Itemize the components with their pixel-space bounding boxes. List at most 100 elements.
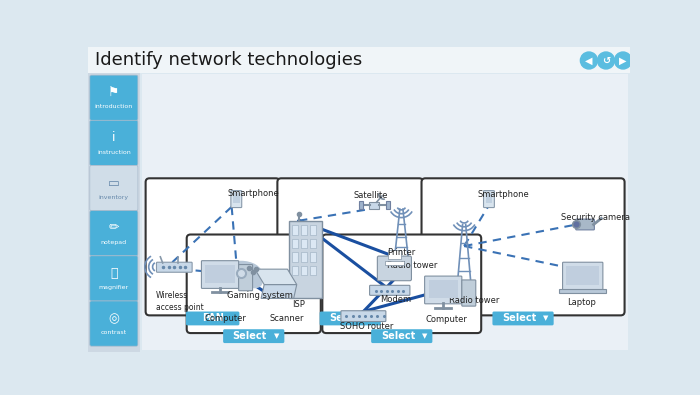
Text: ▼: ▼ (543, 316, 549, 322)
FancyBboxPatch shape (146, 178, 280, 315)
FancyBboxPatch shape (202, 261, 239, 288)
Text: Radio tower: Radio tower (387, 261, 438, 271)
FancyBboxPatch shape (425, 276, 462, 304)
Text: Radio tower: Radio tower (449, 296, 499, 305)
FancyBboxPatch shape (205, 265, 235, 283)
Text: Computer: Computer (204, 314, 246, 323)
FancyBboxPatch shape (492, 312, 554, 325)
Polygon shape (255, 269, 297, 284)
FancyBboxPatch shape (187, 235, 321, 333)
FancyBboxPatch shape (421, 178, 624, 315)
Circle shape (573, 221, 580, 228)
Text: introduction: introduction (94, 104, 133, 109)
FancyBboxPatch shape (386, 201, 390, 209)
FancyBboxPatch shape (90, 301, 138, 346)
FancyBboxPatch shape (292, 239, 298, 248)
Text: PAN: PAN (202, 314, 223, 324)
Polygon shape (261, 284, 297, 298)
FancyBboxPatch shape (309, 252, 316, 261)
FancyBboxPatch shape (309, 266, 316, 275)
FancyBboxPatch shape (301, 239, 307, 248)
Text: magnifier: magnifier (99, 285, 129, 290)
Text: Smartphone: Smartphone (477, 190, 529, 199)
Ellipse shape (220, 277, 234, 288)
Circle shape (598, 52, 615, 69)
FancyBboxPatch shape (186, 312, 239, 325)
FancyBboxPatch shape (88, 73, 140, 352)
FancyBboxPatch shape (377, 256, 412, 281)
FancyBboxPatch shape (157, 262, 192, 272)
Text: ⚑: ⚑ (108, 86, 120, 99)
Text: ↺: ↺ (602, 55, 610, 66)
Text: Modem: Modem (381, 295, 412, 304)
Text: Satellite: Satellite (353, 192, 388, 200)
FancyBboxPatch shape (385, 261, 404, 265)
Text: Security camera: Security camera (561, 213, 630, 222)
FancyBboxPatch shape (484, 191, 494, 207)
FancyBboxPatch shape (289, 221, 321, 298)
Text: inventory: inventory (99, 195, 129, 200)
Text: ⌕: ⌕ (110, 267, 118, 280)
Text: ◎: ◎ (108, 312, 119, 325)
Text: Gaming system: Gaming system (227, 292, 293, 301)
FancyBboxPatch shape (358, 201, 363, 209)
Text: Select: Select (329, 314, 363, 324)
FancyBboxPatch shape (389, 250, 400, 259)
FancyBboxPatch shape (233, 193, 239, 203)
FancyBboxPatch shape (341, 311, 386, 322)
Text: Wireless
access point: Wireless access point (155, 292, 204, 312)
FancyBboxPatch shape (90, 256, 138, 301)
FancyBboxPatch shape (428, 280, 458, 298)
Text: ▼: ▼ (422, 333, 427, 339)
FancyBboxPatch shape (309, 239, 316, 248)
FancyBboxPatch shape (309, 225, 316, 235)
FancyBboxPatch shape (88, 47, 630, 73)
FancyBboxPatch shape (90, 211, 138, 256)
Text: Smartphone: Smartphone (227, 189, 279, 198)
Ellipse shape (220, 261, 262, 288)
FancyBboxPatch shape (90, 166, 138, 211)
FancyBboxPatch shape (322, 235, 481, 333)
FancyBboxPatch shape (370, 285, 410, 295)
FancyBboxPatch shape (239, 265, 253, 291)
Ellipse shape (248, 277, 262, 288)
FancyBboxPatch shape (277, 178, 423, 315)
FancyBboxPatch shape (90, 75, 138, 120)
Text: Laptop: Laptop (567, 298, 596, 307)
FancyBboxPatch shape (141, 74, 629, 350)
Text: Select: Select (502, 314, 536, 324)
FancyBboxPatch shape (292, 225, 298, 235)
FancyBboxPatch shape (292, 266, 298, 275)
FancyBboxPatch shape (486, 193, 492, 203)
FancyBboxPatch shape (566, 266, 599, 284)
FancyBboxPatch shape (301, 252, 307, 261)
Text: ISP: ISP (292, 300, 304, 309)
Text: Printer: Printer (386, 248, 415, 258)
FancyBboxPatch shape (223, 329, 284, 343)
Text: ▼: ▼ (370, 316, 376, 322)
Text: ✏: ✏ (108, 222, 119, 235)
Text: contrast: contrast (101, 330, 127, 335)
Text: Select: Select (381, 331, 415, 341)
Circle shape (615, 52, 631, 69)
Text: ◀: ◀ (585, 55, 593, 66)
FancyBboxPatch shape (320, 312, 381, 325)
Circle shape (574, 222, 579, 227)
Circle shape (580, 52, 597, 69)
FancyBboxPatch shape (292, 252, 298, 261)
Text: notepad: notepad (101, 240, 127, 245)
FancyBboxPatch shape (563, 262, 603, 290)
Text: i: i (112, 131, 116, 144)
Text: Select: Select (232, 331, 267, 341)
Text: Identify network technologies: Identify network technologies (95, 51, 363, 69)
FancyBboxPatch shape (575, 219, 594, 230)
Text: Scanner: Scanner (270, 314, 304, 323)
Text: Computer: Computer (426, 315, 468, 324)
FancyBboxPatch shape (231, 191, 241, 207)
FancyBboxPatch shape (369, 202, 379, 209)
Text: ▼: ▼ (274, 333, 279, 339)
FancyBboxPatch shape (559, 289, 606, 293)
FancyBboxPatch shape (301, 225, 307, 235)
FancyBboxPatch shape (462, 280, 476, 306)
Text: instruction: instruction (97, 150, 131, 154)
